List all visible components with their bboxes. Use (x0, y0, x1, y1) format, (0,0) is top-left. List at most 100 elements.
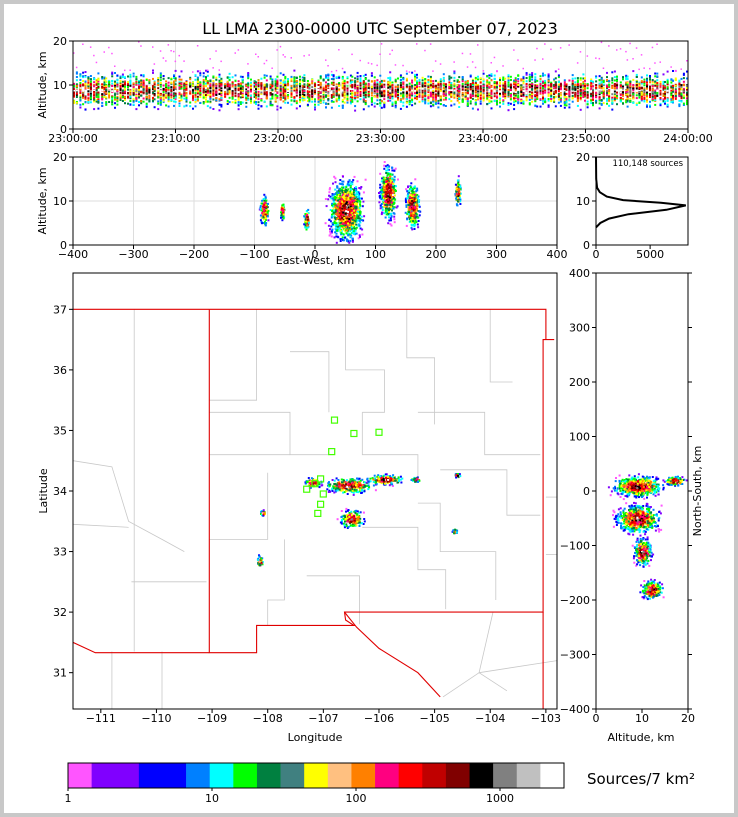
source-point (504, 91, 507, 94)
source-point (234, 92, 237, 95)
source-point (178, 88, 181, 91)
source-point (379, 100, 382, 103)
source-point (129, 90, 132, 93)
source-point (397, 85, 399, 88)
source-point (554, 105, 557, 108)
source-point (402, 85, 405, 88)
source-point (279, 45, 282, 48)
source-point (351, 75, 354, 78)
source-point (87, 87, 90, 89)
source-point (255, 53, 257, 55)
source-point (138, 83, 140, 86)
source-point (579, 91, 582, 94)
source-point (531, 72, 534, 75)
source-point (173, 87, 175, 89)
source-point (180, 96, 183, 99)
source-point (582, 80, 585, 83)
source-point (622, 87, 624, 90)
source-point (247, 86, 250, 89)
source-point (414, 75, 417, 78)
source-point (509, 88, 512, 91)
source-point (376, 103, 379, 105)
source-point (619, 94, 622, 96)
source-point (167, 94, 170, 97)
source-point (274, 78, 277, 81)
source-point (274, 83, 277, 86)
source-point (418, 78, 421, 81)
source-point (196, 90, 199, 93)
source-point (364, 85, 367, 88)
source-point (373, 83, 376, 86)
source-point (387, 91, 390, 94)
time-column (111, 52, 114, 106)
source-point (356, 75, 359, 78)
source-point (356, 80, 359, 83)
source-point (559, 94, 562, 97)
source-point (356, 89, 359, 92)
source-point (276, 75, 279, 78)
source-point (517, 101, 520, 104)
source-point (142, 97, 145, 100)
source-point (79, 86, 82, 89)
source-point (405, 101, 408, 104)
source-point (279, 85, 282, 88)
source-point (598, 99, 601, 102)
source-point (170, 78, 173, 81)
source-point (464, 95, 467, 97)
source-point (82, 80, 85, 82)
source-point (135, 81, 138, 84)
source-point (202, 75, 205, 78)
source-point (351, 96, 354, 99)
time-column (224, 83, 227, 98)
source-point (544, 79, 547, 82)
source-point (507, 109, 510, 112)
source-point (598, 97, 601, 100)
source-point (174, 86, 177, 89)
source-point (121, 73, 124, 76)
time-column (257, 56, 260, 110)
source-point (502, 84, 505, 87)
source-point (576, 98, 579, 101)
source-point (437, 102, 440, 105)
source-point (265, 97, 268, 100)
source-point (622, 91, 624, 94)
source-point (576, 92, 579, 95)
source-point (522, 75, 525, 78)
source-point (429, 84, 432, 87)
source-point (411, 100, 414, 103)
source-point (602, 79, 605, 82)
source-point (418, 93, 421, 95)
source-point (189, 101, 192, 104)
source-point (586, 91, 589, 93)
source-point (293, 100, 296, 103)
source-point (592, 91, 594, 94)
source-point (332, 92, 335, 95)
source-point (84, 108, 87, 111)
source-point (157, 100, 160, 103)
source-point (507, 93, 510, 96)
source-point (103, 86, 106, 89)
source-point (421, 98, 424, 101)
source-point (282, 95, 285, 98)
source-point (263, 84, 266, 87)
source-point (557, 88, 560, 91)
source-point (199, 83, 202, 86)
source-point (178, 86, 181, 89)
source-point (279, 72, 282, 75)
source-point (461, 80, 464, 83)
time-column (314, 82, 316, 111)
source-point (373, 90, 376, 93)
source-point (418, 90, 421, 93)
source-point (528, 102, 531, 105)
source-point (499, 86, 501, 89)
source-point (245, 98, 248, 101)
source-point (206, 105, 209, 108)
source-point (536, 86, 539, 89)
source-point (635, 80, 638, 83)
source-point (327, 87, 330, 90)
source-point (528, 73, 531, 76)
source-point (105, 101, 108, 104)
time-column (103, 51, 106, 98)
source-point (565, 87, 568, 90)
source-point (477, 108, 479, 111)
